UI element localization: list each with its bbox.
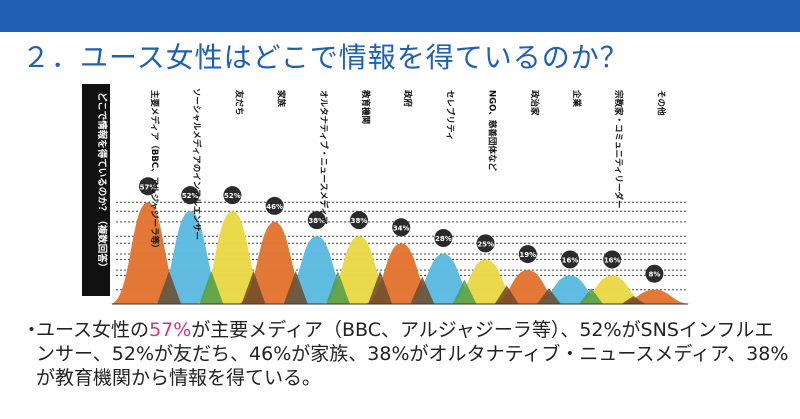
overlap-area [536, 288, 561, 304]
overlap-area [494, 285, 519, 304]
summary-part-2: が主要メディア（BBC、アルジャジーラ等）、52%がSNSインフルエンサー、52… [36, 319, 789, 389]
y-axis-label: どこで情報を得ているのか？（複数回答） [96, 92, 108, 272]
overlap-area [410, 276, 435, 304]
value-badge [307, 211, 326, 230]
value-label: 34% [393, 224, 410, 232]
category-label: ソーシャルメディアのインフルエンサー [191, 88, 202, 240]
value-label: 28% [435, 235, 452, 243]
value-label: 16% [562, 256, 579, 264]
value-badge [223, 186, 242, 205]
value-badge [561, 250, 579, 269]
value-label: 19% [519, 251, 536, 259]
value-label: 46% [266, 203, 283, 211]
overlap-area [283, 271, 308, 304]
value-label: 8% [648, 271, 660, 279]
category-label: NGO、慈善団体など [487, 90, 498, 171]
category-label: オルタナティブ・ニュースメディア [318, 90, 329, 225]
category-label: 企業 [571, 89, 582, 108]
category-label: 政治家 [529, 90, 540, 116]
category-label: 宗教家・コミュニティリーダー [613, 90, 624, 209]
bullet-mark: ・ [22, 319, 42, 341]
category-label: 家族 [276, 90, 287, 108]
value-badge [603, 250, 622, 269]
overlap-area [241, 271, 266, 304]
header-bar [0, 0, 800, 32]
value-badge [350, 211, 368, 230]
category-label: その他 [655, 90, 666, 116]
chart: どこで情報を得ているのか？（複数回答） 57% 主要メディア（BBC、アルジャジーラ… [82, 84, 693, 314]
value-badge [139, 177, 157, 196]
value-badge [265, 196, 284, 215]
category-label: 教育機関 [360, 89, 371, 124]
overlap-area [452, 279, 477, 304]
value-label: 25% [477, 240, 494, 248]
value-badge [645, 264, 664, 283]
value-label: 52% [224, 192, 241, 200]
overlap-area [199, 271, 224, 304]
category-label: セレブリティ [444, 90, 455, 141]
category-label: 主要メディア（BBC、アルジャジーラ等） [149, 90, 160, 253]
overlap-area [325, 271, 350, 304]
summary-highlight: 57% [149, 319, 192, 341]
value-label: 16% [604, 256, 621, 264]
value-label: 52% [182, 192, 199, 200]
value-badge [518, 245, 537, 264]
value-badge [392, 218, 411, 237]
area-chart: どこで情報を得ているのか？（複数回答） 57%主要メディア（BBC、アルジャジーラ… [82, 84, 693, 305]
value-label: 38% [351, 217, 368, 225]
summary-part-1: ユース女性の [36, 319, 150, 341]
slide-title: ２．ユース女性はどこで情報を得ているのか？ [22, 41, 629, 74]
overlap-area [579, 288, 604, 304]
y-axis-label-panel [82, 84, 110, 296]
category-label: 友だち [233, 89, 244, 116]
value-badge [181, 186, 200, 205]
value-label: 38% [308, 217, 325, 225]
summary-content: ユース女性の57%が主要メディア（BBC、アルジャジーラ等）、52%がSNSイン… [22, 318, 792, 390]
overlap-area [621, 296, 646, 304]
overlap-area [157, 271, 182, 304]
value-badge [434, 229, 453, 248]
category-label: 政府 [402, 90, 413, 108]
value-badge [476, 234, 495, 253]
overlap-area [368, 271, 393, 304]
value-label: 57% [140, 183, 157, 191]
summary-text: ・ ユース女性の57%が主要メディア（BBC、アルジャジーラ等）、52%がSNS… [22, 318, 792, 390]
